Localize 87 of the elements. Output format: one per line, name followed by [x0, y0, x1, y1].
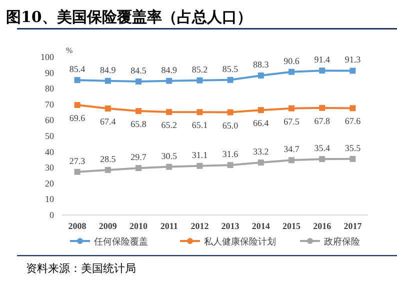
point	[196, 77, 203, 84]
x-tick-label: 2010	[130, 221, 148, 231]
point	[258, 72, 264, 78]
point	[104, 106, 111, 112]
data-label: 33.2	[253, 146, 269, 157]
y-tick-label: 40	[45, 146, 54, 157]
legend-label: 政府保险	[324, 236, 360, 248]
point	[288, 105, 294, 112]
legend-label: 任何保险覆盖	[93, 236, 148, 248]
y-tick-label: 60	[45, 115, 54, 126]
x-tick-label: 2017	[344, 221, 362, 231]
point	[288, 157, 294, 164]
data-label: 84.5	[130, 65, 147, 76]
point	[104, 166, 111, 173]
point	[258, 160, 264, 166]
y-tick-label: 0	[50, 210, 54, 220]
y-tick-label: 30	[45, 162, 54, 173]
data-label: 85.2	[192, 64, 208, 74]
point	[319, 104, 326, 111]
data-label: 27.3	[69, 156, 86, 166]
y-tick-label: 10	[45, 194, 54, 204]
point	[227, 162, 234, 168]
data-label: 65.0	[222, 120, 239, 130]
x-tick-label: 2016	[313, 221, 332, 231]
y-tick-label: 70	[45, 99, 54, 110]
data-label: 91.3	[344, 54, 362, 65]
data-label: 34.7	[284, 144, 300, 154]
data-label: 65.1	[192, 120, 208, 130]
point	[136, 78, 142, 84]
y-tick-label: 100	[40, 52, 54, 62]
data-label: 29.7	[130, 152, 147, 162]
data-label: 35.4	[314, 143, 330, 154]
point	[350, 156, 356, 162]
point	[227, 76, 234, 83]
x-tick-label: 2009	[98, 221, 118, 231]
chart-title: 图10、美国保险覆盖率（占总人口）	[6, 8, 252, 26]
point	[350, 68, 356, 74]
y-axis-title: %	[66, 46, 73, 55]
data-label: 65.2	[161, 120, 177, 130]
data-label: 84.9	[100, 64, 116, 75]
point	[227, 109, 234, 116]
x-tick-label: 2013	[221, 221, 240, 231]
point	[166, 108, 172, 115]
x-tick-label: 2008	[68, 221, 87, 231]
data-label: 85.4	[69, 64, 86, 74]
y-tick-label: 50	[45, 131, 54, 141]
data-label: 88.3	[253, 59, 270, 70]
point	[166, 164, 172, 170]
point	[136, 108, 142, 114]
data-label: 30.5	[161, 150, 178, 161]
point	[136, 165, 142, 172]
point	[196, 109, 203, 116]
point	[74, 77, 80, 84]
point	[74, 168, 80, 175]
point	[74, 102, 80, 108]
data-label: 85.5	[222, 64, 239, 74]
point	[166, 78, 172, 84]
y-tick-label: 90	[45, 68, 54, 78]
data-label: 31.1	[192, 150, 208, 160]
data-label: 67.8	[314, 116, 330, 126]
data-label: 31.6	[222, 149, 239, 160]
text: 资料来源：美国统计局	[26, 262, 136, 275]
x-tick-label: 2015	[282, 221, 301, 231]
x-tick-label: 2014	[252, 221, 270, 231]
y-tick-label: 80	[45, 84, 54, 94]
point	[288, 68, 294, 75]
data-label: 67.6	[344, 116, 362, 126]
data-label: 67.5	[284, 116, 300, 126]
data-label: 91.4	[314, 54, 330, 65]
data-label: 35.5	[344, 142, 362, 153]
point	[350, 105, 356, 112]
x-tick-label: 2012	[190, 221, 210, 231]
data-label: 65.8	[130, 119, 147, 130]
data-label: 90.6	[284, 56, 300, 66]
point	[196, 162, 203, 169]
point	[319, 68, 326, 74]
point	[104, 78, 111, 84]
point	[258, 107, 264, 114]
data-label: 84.9	[161, 64, 178, 75]
data-label: 28.5	[100, 154, 116, 164]
x-tick-label: 2011	[160, 221, 178, 231]
y-tick-label: 20	[45, 178, 54, 188]
data-label: 67.4	[100, 116, 116, 127]
data-label: 69.6	[69, 113, 86, 124]
data-label: 66.4	[253, 118, 270, 128]
legend-label: 私人健康保险计划	[204, 236, 276, 248]
point	[319, 156, 326, 162]
